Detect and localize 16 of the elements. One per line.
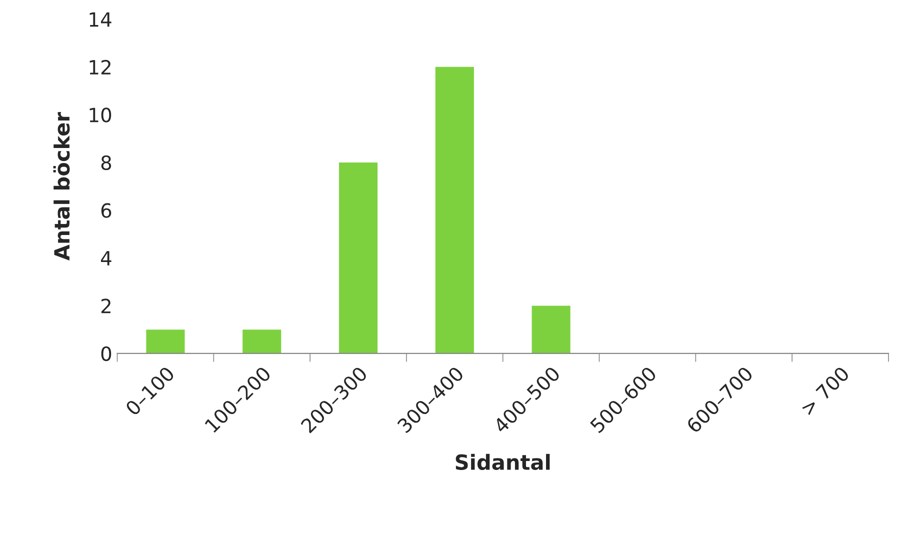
y-axis-title: Antal böcker <box>53 112 70 261</box>
bar <box>338 162 378 354</box>
bar <box>532 306 570 354</box>
y-tick-label: 0 <box>101 346 112 362</box>
bar <box>435 66 474 354</box>
x-axis-title: Sidantal <box>456 454 550 470</box>
y-tick-label: 10 <box>90 108 112 122</box>
bar <box>146 330 185 354</box>
y-tick-label: 6 <box>101 203 112 218</box>
y-tick-label: 8 <box>101 155 112 170</box>
y-tick-label: 4 <box>100 251 112 266</box>
x-tick-label: > 700 <box>800 366 850 416</box>
y-tick-label: 2 <box>101 298 110 314</box>
y-tick-label: 14 <box>90 12 112 27</box>
y-tick-label: 12 <box>90 60 110 74</box>
bar <box>242 330 282 354</box>
